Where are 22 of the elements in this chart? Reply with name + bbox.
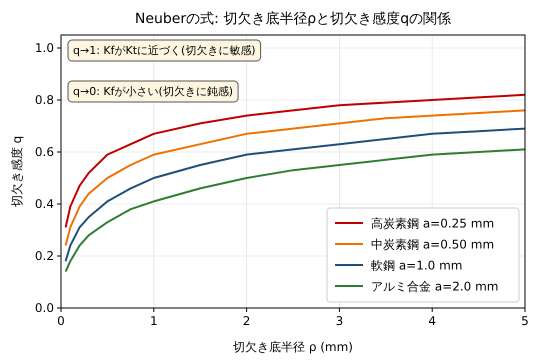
legend-label: アルミ合金 a=2.0 mm <box>371 280 498 294</box>
x-axis-title: 切欠き底半径 ρ (mm) <box>233 340 353 354</box>
x-tick-label: 5 <box>521 314 529 328</box>
y-tick-label: 0.8 <box>34 93 54 107</box>
y-axis-title: 切欠き感度 q <box>10 136 24 208</box>
y-tick-label: 0.4 <box>34 197 54 211</box>
x-tick-label: 2 <box>242 314 250 328</box>
annotation: q→0: Kfが小さい(切欠きに鈍感) <box>73 85 234 98</box>
line-series <box>64 148 526 273</box>
legend-label: 高炭素鋼 a=0.25 mm <box>371 216 494 230</box>
x-tick-label: 1 <box>150 314 158 328</box>
x-tick-label: 0 <box>57 314 65 328</box>
chart-title: Neuberの式: 切欠き底半径ρと切欠き感度qの関係 <box>134 11 452 27</box>
y-tick-label: 0.0 <box>34 301 54 315</box>
legend-label: 中炭素鋼 a=0.50 mm <box>371 238 494 252</box>
y-tick-label: 0.2 <box>34 249 54 263</box>
annotation: q→1: KfがKtに近づく(切欠きに敏感) <box>73 44 256 57</box>
legend-label: 軟鋼 a=1.0 mm <box>371 258 462 272</box>
y-tick-label: 1.0 <box>34 41 54 55</box>
x-tick-label: 4 <box>428 314 436 328</box>
y-tick-label: 0.6 <box>34 145 54 159</box>
x-tick-label: 3 <box>336 314 344 328</box>
